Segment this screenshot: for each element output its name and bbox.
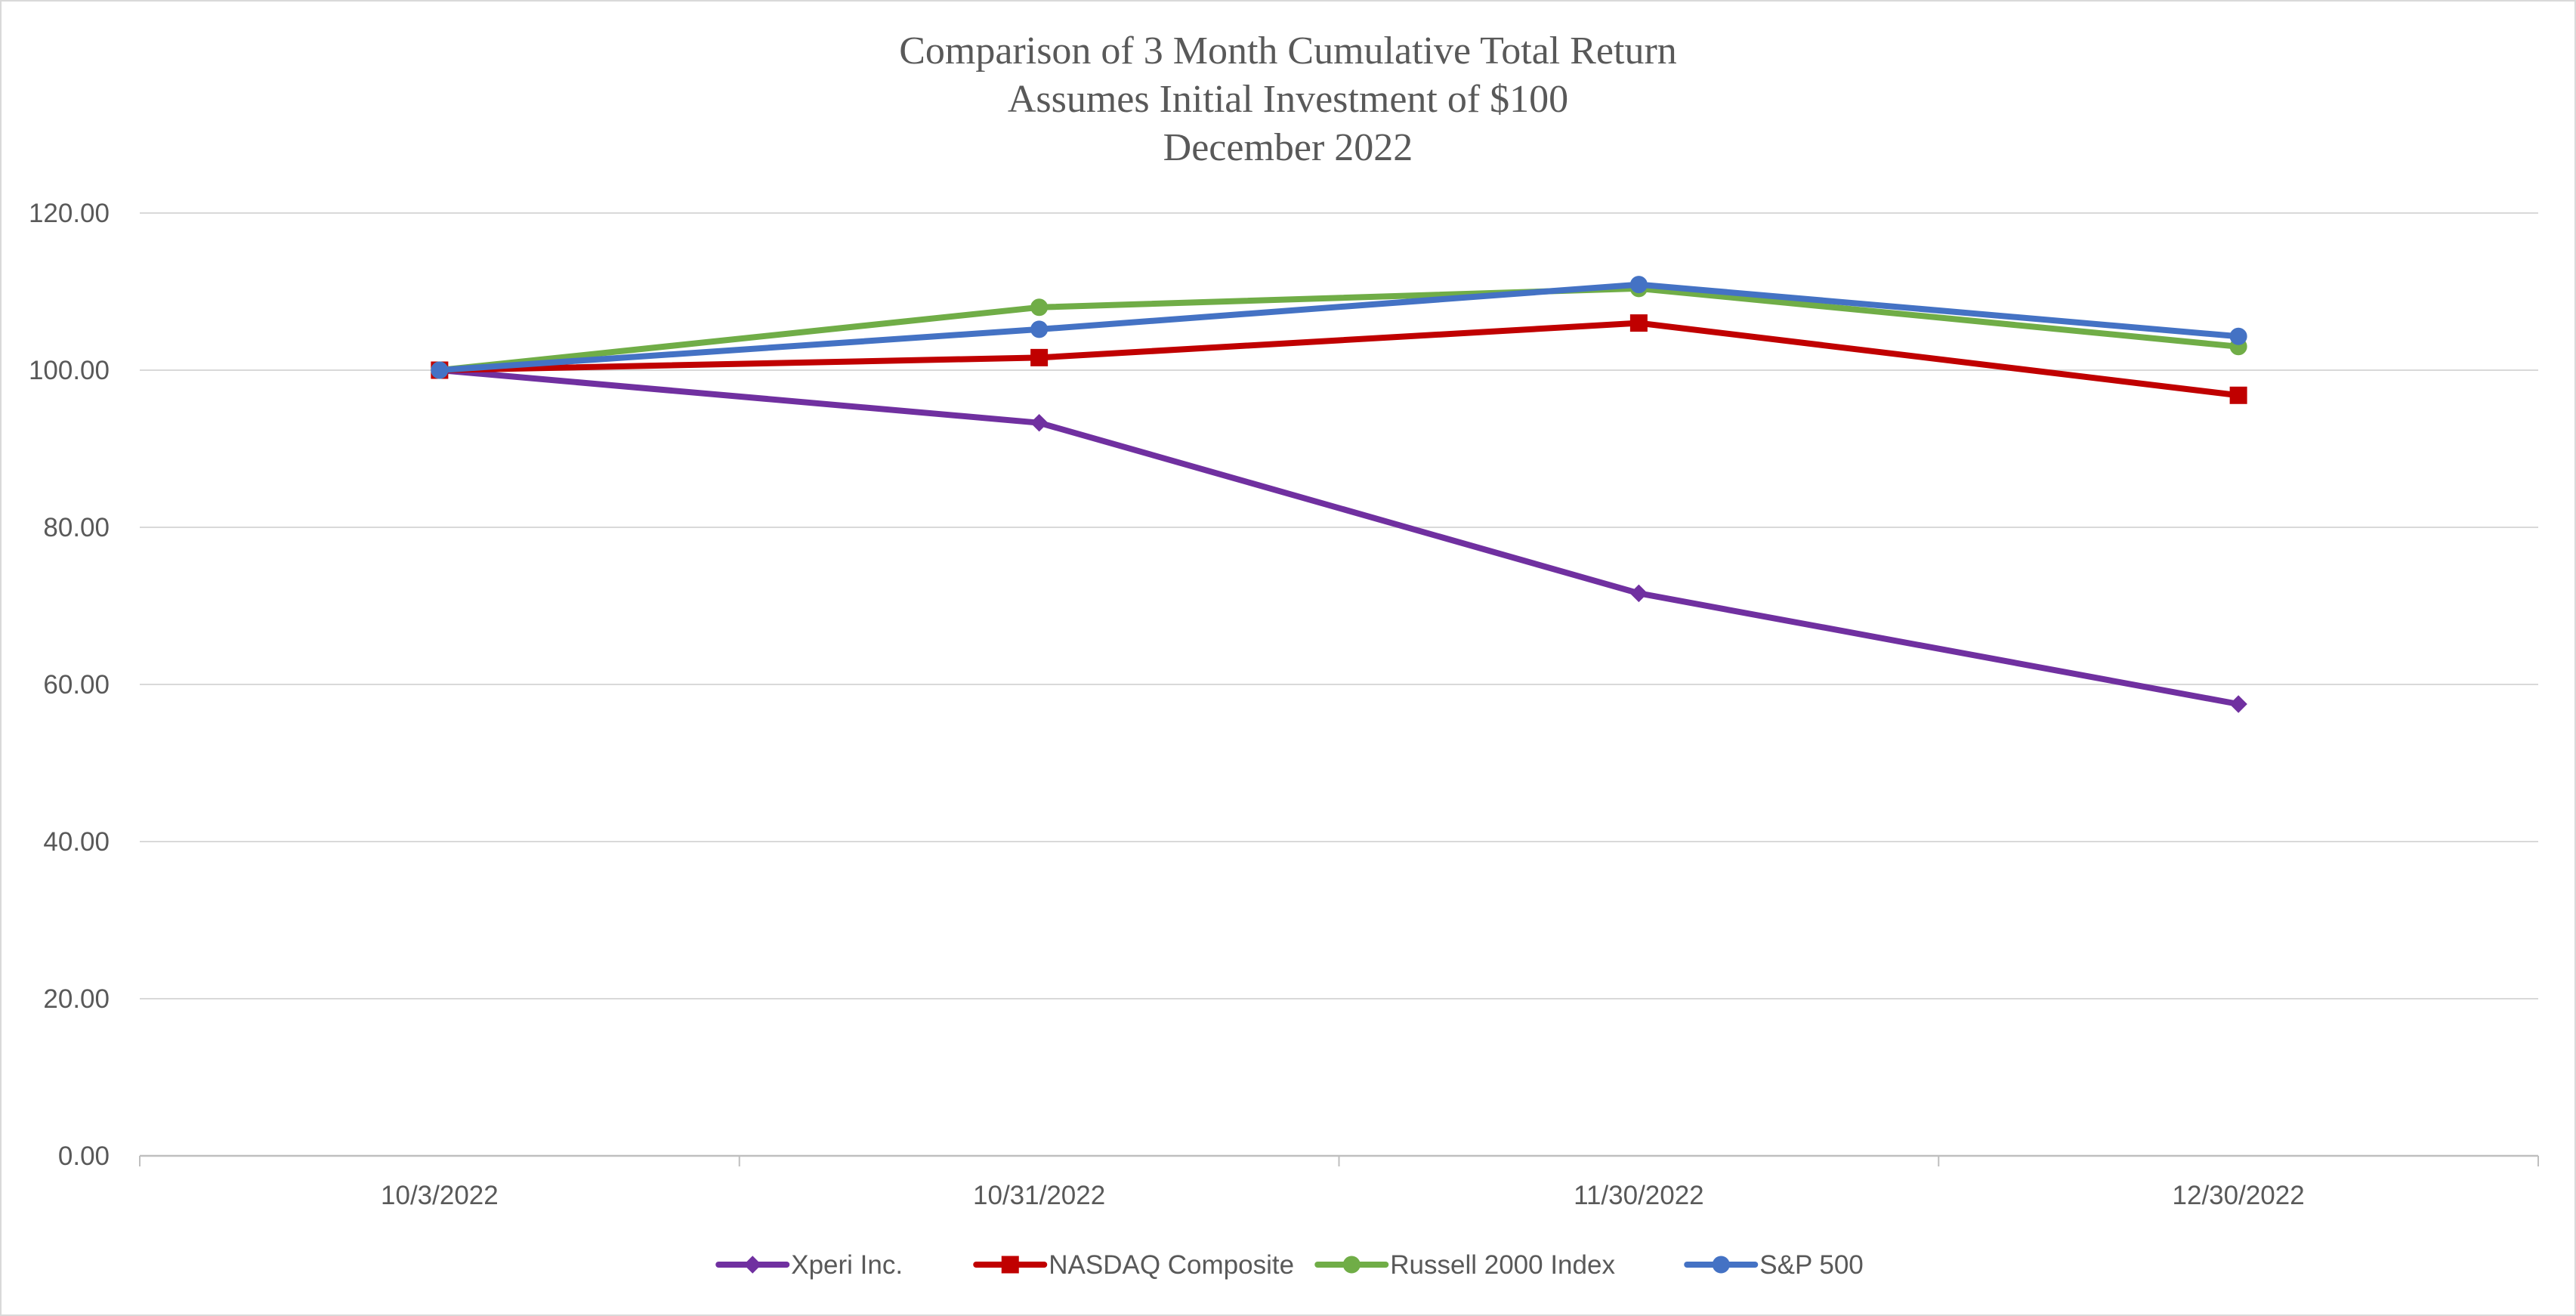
chart-title-line-3: December 2022 [1163,126,1413,169]
data-point [1030,298,1049,317]
legend-entry: S&P 500 [1684,1250,1864,1280]
y-tick-label: 0.00 [58,1141,110,1171]
legend-label: S&P 500 [1759,1250,1864,1280]
legend: Xperi Inc. NASDAQ Composite Russell 2000 I… [715,1250,1864,1280]
legend-label: NASDAQ Composite [1049,1250,1294,1280]
data-point [1030,413,1049,432]
data-point [1629,276,1648,294]
series-line [436,281,2242,373]
data-point [2229,386,2247,404]
series-s-p-500 [431,276,2247,379]
data-point [431,361,449,379]
series-line [436,285,2242,373]
y-tick-label: 120.00 [29,199,110,228]
x-tick-label: 10/31/2022 [973,1181,1105,1210]
legend-label: Russell 2000 Index [1390,1250,1615,1280]
data-point [1629,584,1648,603]
x-tick-label: 12/30/2022 [2173,1181,2305,1210]
series-lines [431,276,2247,713]
gridlines [140,212,2538,1157]
chart-title-line-2: Assumes Initial Investment of $100 [1008,78,1568,121]
series-line [436,320,2242,399]
y-axis: 0.00 20.00 40.00 60.00 80.00 100.00 120.00 [29,199,110,1171]
x-tick-label: 11/30/2022 [1574,1181,1704,1210]
legend-entry: Xperi Inc. [715,1250,903,1280]
series-xperi-inc [431,361,2247,713]
x-axis: 10/3/2022 10/31/2022 11/30/2022 12/30/2022 [139,1156,2539,1210]
y-tick-label: 100.00 [29,356,110,385]
data-point [1030,348,1049,366]
legend-entry: Russell 2000 Index [1314,1250,1615,1280]
series-line [436,367,2242,707]
legend-marker [1001,1256,1019,1274]
y-tick-label: 20.00 [43,984,110,1014]
data-point [2229,327,2247,345]
legend-label: Xperi Inc. [791,1250,903,1280]
x-tick-label: 10/3/2022 [381,1181,499,1210]
legend-marker [743,1256,761,1274]
data-point [1030,320,1049,338]
legend-marker [1342,1256,1361,1274]
data-point [1629,314,1648,332]
y-tick-label: 80.00 [43,513,110,542]
data-point [2229,695,2247,713]
legend-marker [1712,1256,1730,1274]
legend-entry: NASDAQ Composite [973,1250,1294,1280]
series-nasdaq-composite [431,314,2247,404]
chart-title-line-1: Comparison of 3 Month Cumulative Total R… [899,29,1677,73]
y-tick-label: 40.00 [43,827,110,857]
chart-title: Comparison of 3 Month Cumulative Total R… [899,29,1677,169]
y-tick-label: 60.00 [43,670,110,700]
